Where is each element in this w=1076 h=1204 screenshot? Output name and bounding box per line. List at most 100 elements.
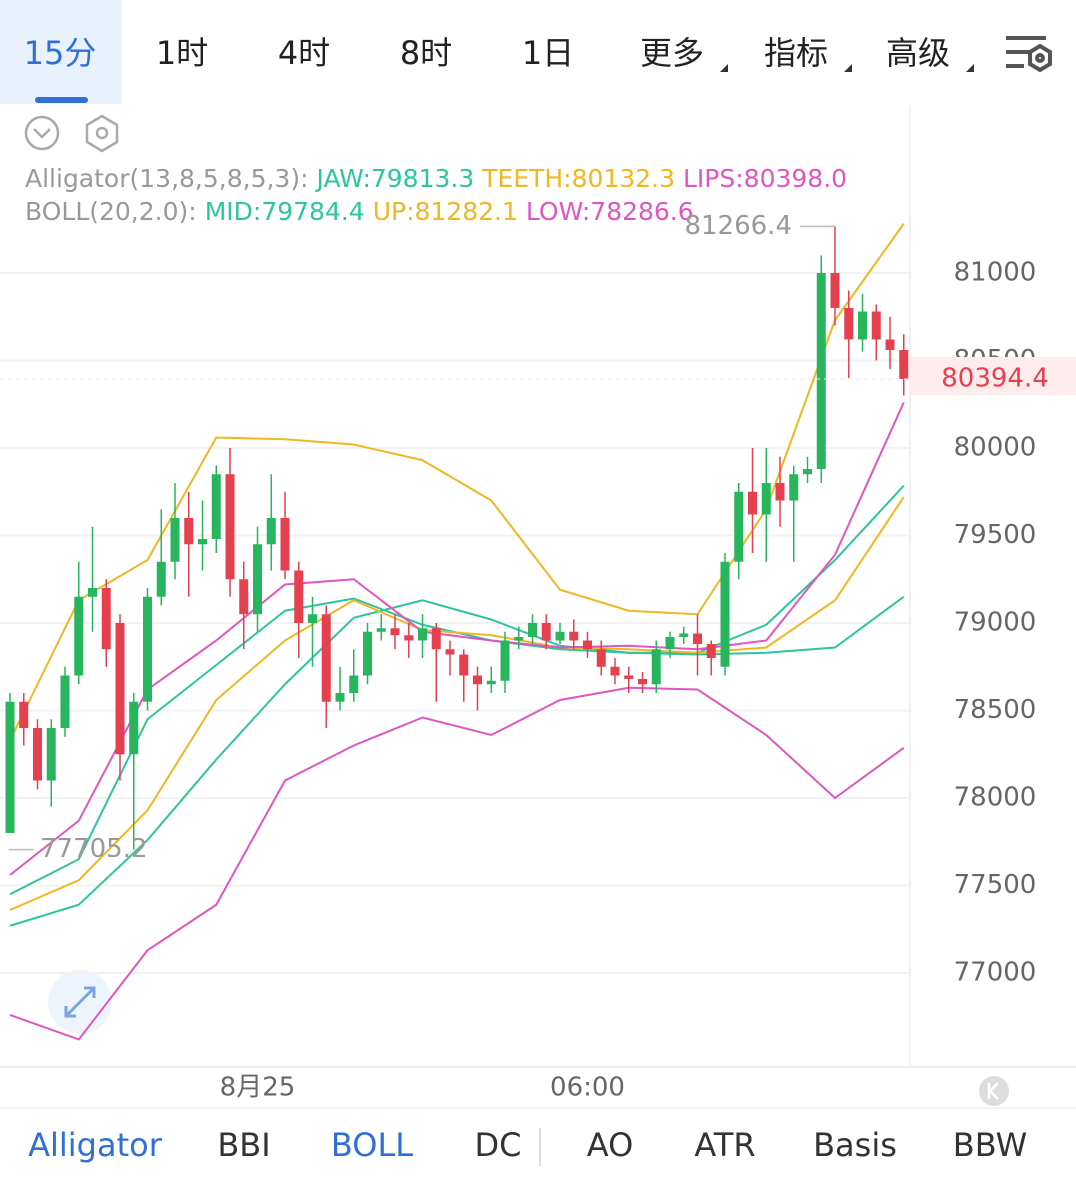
indicator-tab[interactable]: BBW [953,1126,1027,1164]
candle-body [500,640,510,681]
indicator-tab[interactable]: DC [475,1126,522,1164]
candle-body [858,311,867,340]
candle-body [363,631,372,676]
x-tick-label: 06:00 [550,1073,625,1103]
overlay-line [9,402,905,876]
active-tab-underline [35,97,88,103]
candle-body [266,518,276,545]
candle-body [115,623,125,755]
candle-body [156,561,166,597]
candle-body [376,628,386,632]
candle-body [294,570,304,623]
candle-body [541,623,551,641]
overlay-line [9,485,905,927]
legend-label: BOLL(20,2.0): [25,197,197,226]
legend-value: TEETH:80132.3 [481,164,675,193]
legend-value: LIPS:80398.0 [683,164,847,193]
candle-body [830,273,840,308]
candle-body [198,539,207,545]
k-icon[interactable] [979,1076,1009,1106]
y-tick-label: 81000 [954,258,1037,288]
indicator-tab[interactable]: BOLL [331,1126,413,1164]
expand-icon[interactable] [48,970,112,1034]
y-tick-label: 79000 [954,608,1037,638]
candle-body [404,635,414,641]
candle-body [473,675,482,685]
time-tab[interactable]: 8时 [400,34,452,72]
y-tick-label: 80000 [954,433,1037,463]
candle-body [418,628,427,641]
candle-body [624,675,634,679]
y-tick-label: 77500 [954,870,1037,900]
time-tab[interactable]: 1时 [156,34,208,72]
hex-settings-icon[interactable] [85,114,119,153]
time-tab[interactable]: 指标 [764,34,828,72]
candle-body [280,518,290,571]
candle-body [596,649,606,667]
candle-body [321,614,331,702]
indicator-tab[interactable]: Alligator [28,1126,163,1164]
time-tab[interactable]: 高级 [886,34,950,72]
candle-body [308,614,317,623]
candle-body [844,308,854,340]
last-price-tag [910,356,1076,395]
candle-body [816,273,826,469]
legend-row: Alligator(13,8,5,8,5,3): JAW:79813.3 TEETH… [25,164,847,193]
x-tick-label: 8月25 [220,1073,296,1103]
legend-value: JAW:79813.3 [315,164,475,193]
candle-body [734,491,744,562]
candle-body [184,518,194,545]
collapse-icon[interactable] [24,115,60,151]
candle-body [885,339,895,350]
candle-body [349,675,359,693]
overlay-line [9,496,905,911]
time-tab[interactable]: 更多 [640,34,704,72]
time-tab[interactable]: 4时 [278,34,330,72]
candle-body [486,680,496,685]
candle-body [569,631,579,641]
candle-body [170,518,180,562]
overlay-line [9,686,905,1041]
dropdown-caret [844,64,852,72]
min-label: 77705.2 [40,834,148,864]
indicator-tab[interactable]: Basis [813,1126,897,1164]
y-tick-label: 78000 [954,783,1037,813]
candle-body [899,350,909,379]
candle-body [748,491,757,515]
candle-body [610,666,620,676]
settings-icon[interactable] [1006,36,1052,73]
candle-body [555,631,565,641]
dropdown-caret [966,64,974,72]
candle-body [390,628,400,636]
candle-body [101,588,111,650]
time-tab[interactable]: 15分 [24,34,97,72]
y-tick-label: 78500 [954,695,1037,725]
candle-body [720,561,730,667]
candle-body [211,474,221,539]
candle-body [253,544,262,615]
candle-body [335,693,345,702]
candle-body [239,579,249,615]
legend-value: LOW:78286.6 [526,197,694,226]
candle-body [46,728,56,781]
candle-body [514,637,524,641]
legend-row: BOLL(20,2.0): MID:79784.4 UP:81282.1 LOW:78… [25,197,694,226]
overlay-line [9,223,905,741]
indicator-tab[interactable]: AO [587,1126,634,1164]
candle-body [129,701,139,755]
candle-body [665,637,675,650]
candle-body [789,474,799,501]
indicator-tab[interactable]: ATR [694,1126,755,1164]
candle-body [706,644,716,658]
legend-value: MID:79784.4 [205,197,365,226]
last-price-label: 80394.4 [941,363,1049,393]
candle-body [528,623,537,637]
candle-body [60,675,70,728]
candle-body [88,588,97,597]
candle-body [459,654,469,676]
candle-body [19,701,29,728]
indicator-tab[interactable]: BBI [217,1126,270,1164]
candle-body [693,633,702,644]
time-tab[interactable]: 1日 [522,34,574,72]
